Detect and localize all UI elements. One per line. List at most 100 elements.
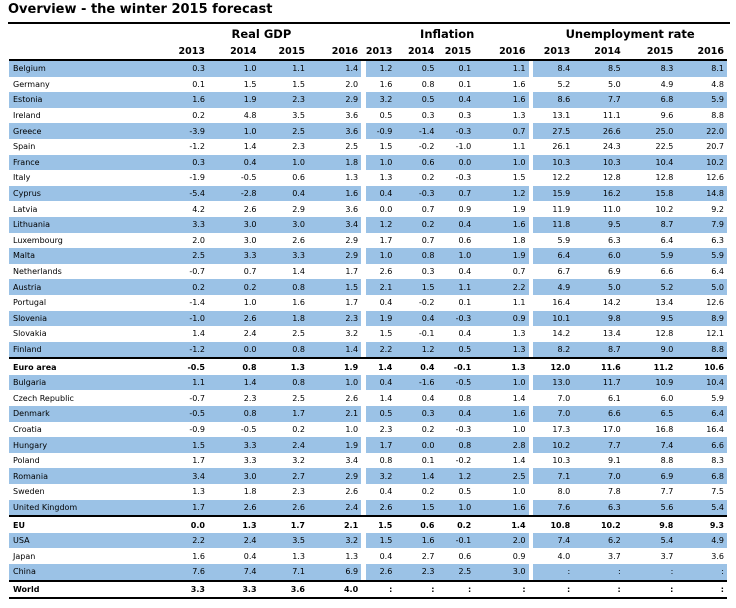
inflation-value: 0.0 <box>395 437 438 453</box>
unemployment-value: 8.0 <box>533 484 574 500</box>
inflation-value: 1.5 <box>365 138 396 155</box>
gdp-value: 4.8 <box>207 107 260 124</box>
column-gap <box>528 406 534 422</box>
inflation-value: 2.7 <box>395 548 438 564</box>
column-gap <box>528 138 534 155</box>
inflation-value: 2.3 <box>365 421 396 438</box>
gdp-value: 1.9 <box>207 92 260 108</box>
table-row: Euro area -0.5 0.8 1.3 1.9 1.4 0.4 -0.1 1.3 12.0 1… <box>9 357 727 375</box>
column-gap <box>361 154 366 171</box>
inflation-value: 1.6 <box>474 406 530 422</box>
column-gap <box>528 248 534 264</box>
unemployment-value: 8.4 <box>533 60 574 77</box>
inflation-value: 0.3 <box>395 263 438 280</box>
gdp-value: 2.4 <box>259 437 308 453</box>
table-row: Sweden 1.3 1.8 2.3 2.6 0.4 0.2 0.5 1.0 8.0 7.8 7.7 7… <box>9 484 727 500</box>
country-name: Portugal <box>9 294 162 311</box>
unemployment-value: 5.9 <box>676 390 727 407</box>
unemployment-value: 10.3 <box>533 452 574 469</box>
inflation-value: 0.4 <box>395 357 438 375</box>
gdp-value: 3.3 <box>207 437 260 453</box>
inflation-value: 1.0 <box>474 374 530 391</box>
gdp-value: 2.3 <box>307 310 362 327</box>
unemployment-value: 5.0 <box>573 279 624 295</box>
group-header-unemployment: Unemployment rate <box>565 26 695 41</box>
column-gap <box>361 170 366 186</box>
unemployment-value: 22.5 <box>623 138 677 155</box>
inflation-value: 1.3 <box>474 326 530 342</box>
unemployment-value: 6.0 <box>573 248 624 264</box>
gdp-value: 1.3 <box>259 357 308 375</box>
gdp-value: -1.2 <box>161 138 208 155</box>
unemployment-value: 8.8 <box>676 341 727 359</box>
gdp-value: 3.3 <box>259 248 308 264</box>
unemployment-value: 6.4 <box>533 248 574 264</box>
inflation-value: 0.2 <box>395 216 438 233</box>
unemployment-value: 11.2 <box>623 357 677 375</box>
inflation-value: 1.1 <box>437 279 475 295</box>
gdp-value: 2.5 <box>307 138 362 155</box>
inflation-value: 0.1 <box>437 60 475 77</box>
country-name: Denmark <box>9 406 162 422</box>
year-corner-cell <box>9 44 162 61</box>
unemployment-value: 8.9 <box>676 310 727 327</box>
year-header: 2014 <box>573 44 624 61</box>
unemployment-value: 8.6 <box>533 92 574 108</box>
table-row: Portugal -1.4 1.0 1.6 1.7 0.4 -0.2 0.1 1.1 16.4 14… <box>9 294 727 311</box>
country-name: Euro area <box>9 357 162 375</box>
unemployment-value: 6.4 <box>676 263 727 280</box>
unemployment-value: 5.9 <box>676 248 727 264</box>
column-gap <box>528 452 534 469</box>
inflation-value: 0.4 <box>437 92 475 108</box>
country-name: Japan <box>9 548 162 564</box>
column-gap <box>361 532 366 549</box>
unemployment-value: 12.8 <box>623 326 677 342</box>
unemployment-value: 15.9 <box>533 185 574 202</box>
unemployment-value: 26.6 <box>573 123 624 139</box>
unemployment-value: 8.3 <box>623 60 677 77</box>
table-row: Czech Republic -0.7 2.3 2.5 2.6 1.4 0.4 0.8 1.4 7… <box>9 390 727 407</box>
inflation-value: 2.1 <box>365 279 396 295</box>
inflation-value: 1.4 <box>365 357 396 375</box>
unemployment-value: 10.4 <box>676 374 727 391</box>
unemployment-value: 6.0 <box>623 390 677 407</box>
country-name: Croatia <box>9 421 162 438</box>
gdp-value: 1.5 <box>259 76 308 93</box>
column-gap <box>361 421 366 438</box>
inflation-value: 0.7 <box>395 232 438 249</box>
unemployment-value: 4.8 <box>676 76 727 93</box>
corner-cell <box>9 24 162 44</box>
gdp-value: -1.4 <box>161 294 208 311</box>
table-row: Luxembourg 2.0 3.0 2.6 2.9 1.7 0.7 0.6 1.8 5.9 6.3… <box>9 232 727 249</box>
gdp-value: 1.7 <box>307 294 362 311</box>
table-row: Italy -1.9 -0.5 0.6 1.3 1.3 0.2 -0.3 1.5 12.2 12.8… <box>9 170 727 186</box>
year-header: 2013 <box>533 44 574 61</box>
inflation-value: 0.8 <box>437 437 475 453</box>
unemployment-value: 5.6 <box>623 499 677 517</box>
inflation-value: 0.6 <box>395 515 438 533</box>
inflation-value: 2.6 <box>365 564 396 581</box>
gdp-value: 3.6 <box>307 107 362 124</box>
inflation-value: 0.7 <box>474 263 530 280</box>
unemployment-value: 14.8 <box>676 185 727 202</box>
inflation-value: 1.9 <box>365 310 396 327</box>
column-gap <box>528 154 534 171</box>
gdp-value: 1.8 <box>307 154 362 171</box>
inflation-value: 0.5 <box>395 60 438 77</box>
column-gap <box>361 263 366 280</box>
year-header: 2016 <box>474 44 530 61</box>
inflation-value: 0.6 <box>437 232 475 249</box>
column-gap <box>528 532 534 549</box>
gdp-value: 3.0 <box>207 216 260 233</box>
country-name: Italy <box>9 170 162 186</box>
gdp-value: 1.4 <box>207 138 260 155</box>
gdp-value: 1.7 <box>259 406 308 422</box>
gdp-value: 1.0 <box>259 154 308 171</box>
inflation-value: 1.5 <box>365 326 396 342</box>
unemployment-value: : <box>623 579 677 600</box>
column-gap <box>361 185 366 202</box>
inflation-value: 1.3 <box>474 357 530 375</box>
gdp-value: 3.5 <box>259 107 308 124</box>
unemployment-value: 5.9 <box>623 248 677 264</box>
gdp-value: 3.0 <box>207 232 260 249</box>
